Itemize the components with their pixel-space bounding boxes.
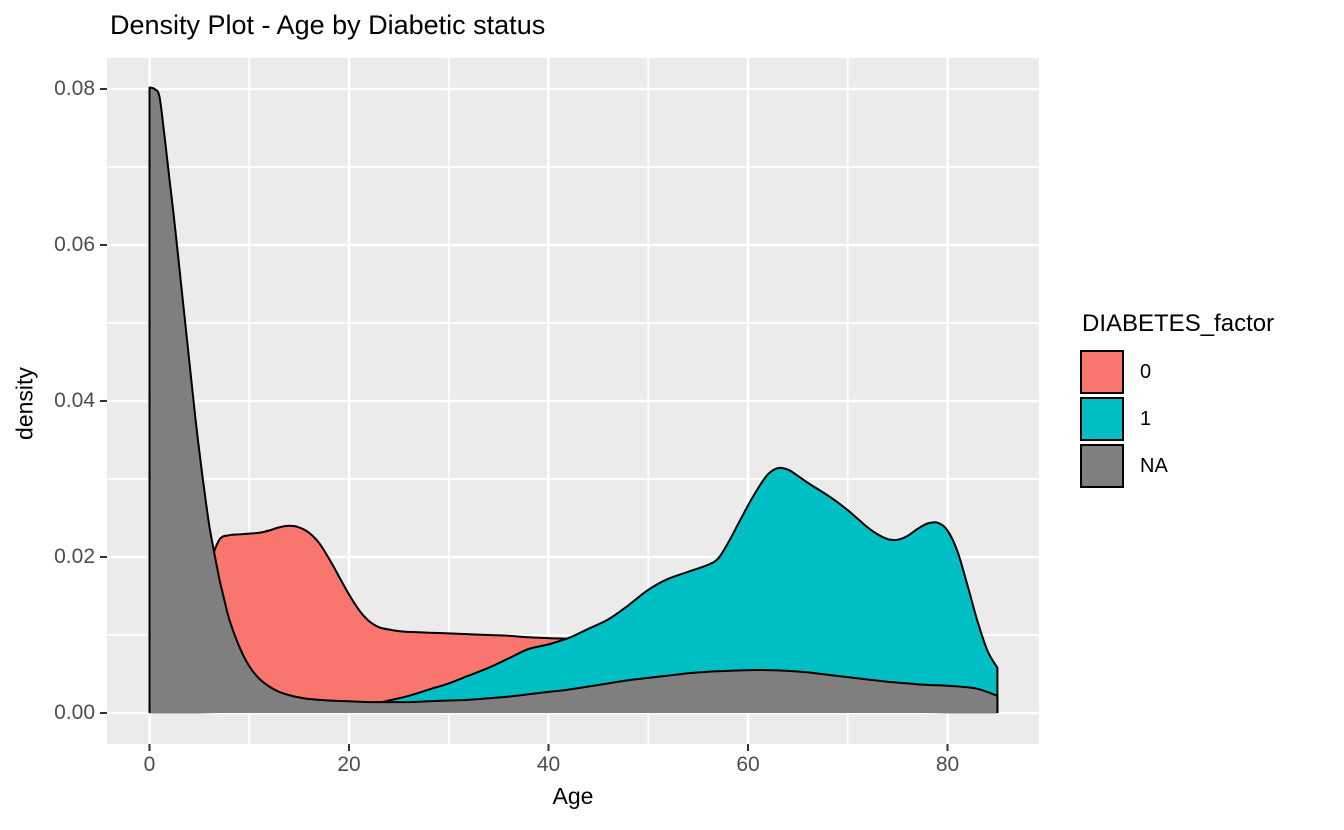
legend-label-0: 0 bbox=[1140, 360, 1152, 383]
legend-title: DIABETES_factor bbox=[1082, 310, 1275, 337]
legend-key-swatch-0 bbox=[1080, 350, 1124, 394]
y-tick-label: 0.02 bbox=[54, 545, 95, 568]
legend-item-1: 1 bbox=[1080, 397, 1274, 441]
y-tick-label: 0.08 bbox=[54, 77, 95, 100]
y-tick-label: 0.04 bbox=[54, 389, 95, 412]
axis-tick-marks bbox=[100, 88, 949, 751]
density-areas bbox=[148, 86, 999, 714]
x-tick-label: 40 bbox=[536, 753, 561, 776]
legend-item-0: 0 bbox=[1080, 350, 1274, 394]
x-axis-title: Age bbox=[552, 783, 594, 809]
density-area-1 bbox=[148, 466, 999, 714]
y-tick-label: 0.00 bbox=[54, 701, 95, 724]
legend-item-na: NA bbox=[1080, 444, 1274, 488]
legend-label-1: 1 bbox=[1140, 407, 1152, 430]
chart-title: Density Plot - Age by Diabetic status bbox=[110, 10, 546, 40]
legend-key-swatch-na bbox=[1080, 444, 1124, 488]
legend: DIABETES_factor 0 1 NA bbox=[1080, 310, 1274, 492]
density-area-na bbox=[148, 86, 999, 713]
legend-label-na: NA bbox=[1140, 454, 1168, 477]
x-tick-label: 80 bbox=[935, 753, 960, 776]
legend-key-swatch-1 bbox=[1080, 397, 1124, 441]
x-tick-label: 20 bbox=[337, 753, 361, 776]
x-tick-label: 0 bbox=[143, 753, 156, 776]
x-tick-label: 60 bbox=[736, 753, 760, 776]
y-tick-label: 0.06 bbox=[54, 233, 95, 256]
